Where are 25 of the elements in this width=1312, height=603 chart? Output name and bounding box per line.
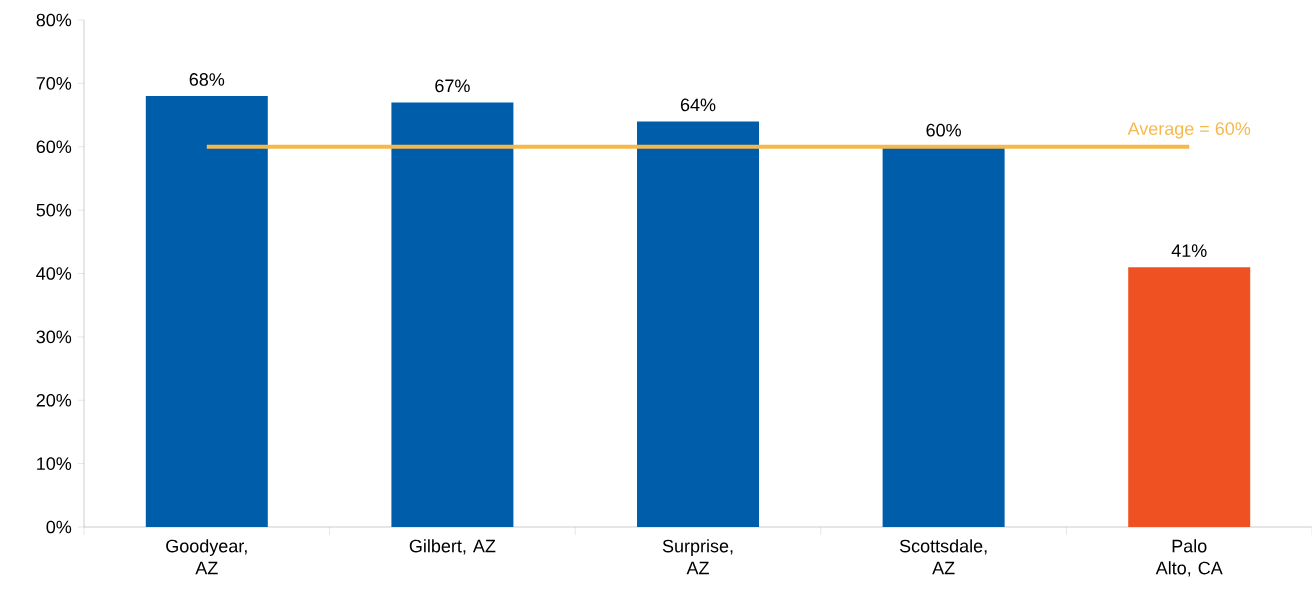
x-tick-label: Goodyear, AZ: [166, 539, 247, 575]
y-tick-label: 50%: [36, 203, 72, 217]
x-tick-label: Palo Alto, CA: [1155, 539, 1223, 577]
data-label: 41%: [1171, 244, 1207, 257]
y-tick-label: 30%: [36, 330, 72, 344]
data-label: 64%: [680, 98, 716, 112]
bar: [882, 146, 1005, 527]
x-tick-label: Gilbert, AZ: [409, 539, 496, 555]
y-tick-label: 70%: [36, 77, 72, 90]
data-label: 68%: [189, 73, 225, 86]
y-tick-label: 10%: [37, 457, 72, 470]
y-tick-label: 20%: [36, 393, 72, 407]
y-tick-label: 80%: [36, 13, 72, 27]
y-tick-label: 60%: [36, 140, 72, 154]
bar: [391, 102, 514, 527]
data-label: 67%: [435, 79, 470, 93]
y-tick-label: 0%: [46, 520, 72, 534]
bar: [145, 96, 268, 527]
bar: [1128, 267, 1251, 527]
bar: [637, 121, 760, 527]
ref-line-label: Average = 60%: [1127, 122, 1251, 139]
data-label: 60%: [926, 123, 961, 137]
x-tick-label: Scottsdale, AZ: [899, 539, 987, 575]
x-tick-label: Surprise, AZ: [662, 539, 733, 575]
y-tick-label: 40%: [36, 267, 72, 280]
